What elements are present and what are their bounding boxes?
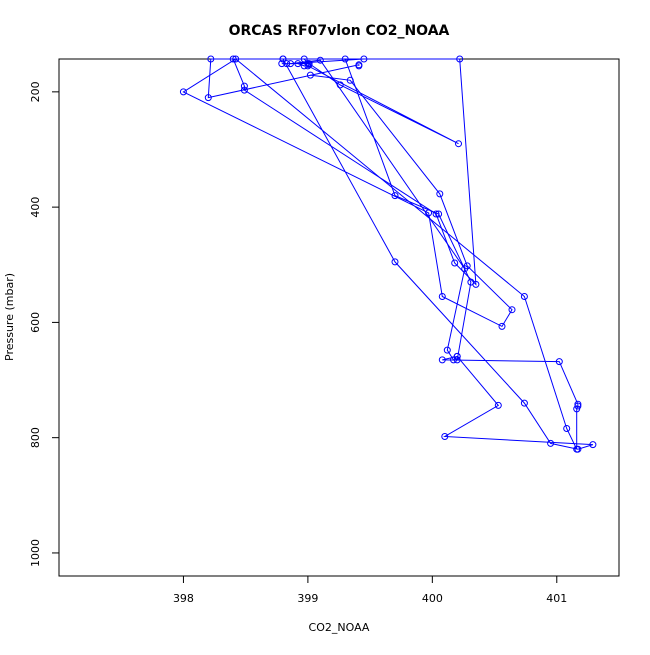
data-point [455,140,462,148]
chart-title: ORCAS RF07vlon CO2_NOAA [229,23,450,39]
series-line [207,58,472,361]
data-point [438,356,446,364]
data-point [472,280,480,288]
y-tick-label: 200 [29,81,42,102]
data-point [232,55,240,63]
data-point [555,358,563,366]
data-point [207,55,215,63]
data-point [279,55,287,63]
data-point [346,76,354,84]
data-point [179,88,187,96]
data-point [306,71,314,79]
data-point [453,352,461,360]
data-point [451,259,459,267]
data-point [438,293,446,300]
y-axis: 200 400 600 800 1000 [29,81,59,567]
data-point [294,60,302,68]
data-point [547,439,555,447]
data-point [494,401,502,409]
y-tick-label: 1000 [29,539,42,567]
data-point [443,346,451,354]
x-tick-label: 399 [297,592,318,605]
x-tick-label: 398 [173,592,194,605]
y-tick-label: 800 [29,427,42,448]
data-point [508,306,516,314]
data-point [300,55,308,63]
data-point [463,262,471,270]
data-point [336,81,344,89]
data-point [520,293,528,300]
data-point [391,258,399,266]
data-point [456,55,464,63]
data-point [441,433,449,440]
data-point [305,61,313,69]
data-point [574,400,582,408]
x-tick-label: 401 [546,592,567,605]
y-axis-label: Pressure (mbar) [3,273,16,361]
data-point [425,209,433,217]
data-point [355,61,363,69]
data-point [316,56,324,64]
data-point [240,82,248,90]
data-point [574,445,582,453]
data-series [179,55,597,453]
data-point [391,192,399,200]
plot-area [179,55,597,453]
data-point [520,399,528,407]
data-point [304,62,312,70]
data-point [204,94,212,102]
x-axis-label: CO2_NOAA [309,621,370,634]
data-point [498,322,506,330]
data-point [436,190,444,198]
x-tick-label: 400 [422,592,443,605]
x-axis: 398 399 400 401 [173,576,567,605]
y-tick-label: 400 [29,197,42,218]
series-line [232,58,477,286]
data-point [589,441,597,449]
data-point [432,210,440,218]
y-tick-label: 600 [29,312,42,333]
data-point [278,60,286,68]
data-point [240,86,248,94]
data-point [563,425,571,432]
